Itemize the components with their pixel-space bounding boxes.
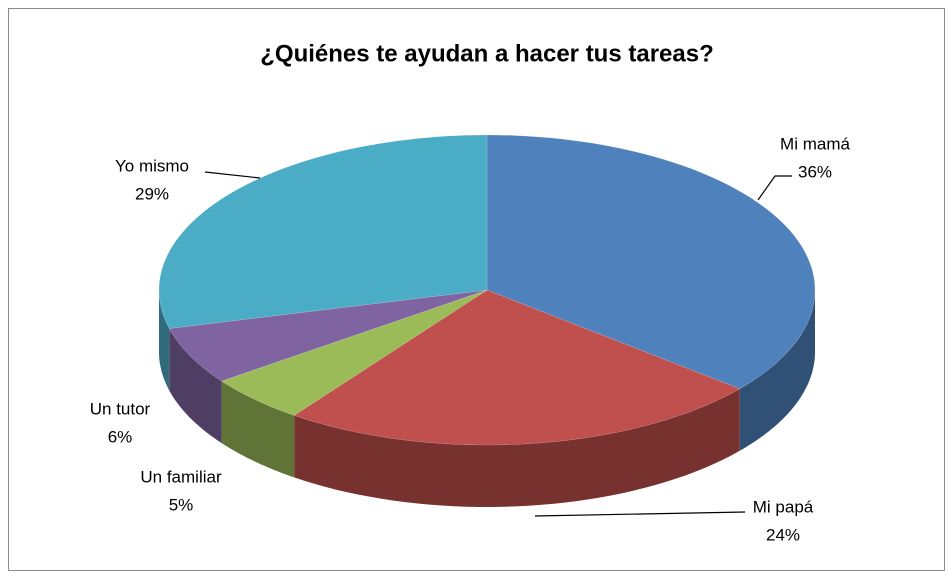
slice-side xyxy=(739,290,815,451)
data-label-value: 29% xyxy=(135,184,169,203)
leader-line xyxy=(757,175,792,201)
slice xyxy=(158,134,488,329)
data-label-name: Mi papá xyxy=(753,497,814,516)
data-label-name: Un familiar xyxy=(140,467,222,486)
data-label-name: Yo mismo xyxy=(115,156,189,175)
slice xyxy=(221,289,488,416)
slice-side xyxy=(159,290,170,391)
data-label-value: 24% xyxy=(766,525,800,544)
pie xyxy=(158,134,816,507)
slice xyxy=(168,289,488,382)
data-label-value: 6% xyxy=(108,427,133,446)
slice xyxy=(293,289,741,446)
slice-side xyxy=(294,388,740,507)
chart-title: ¿Quiénes te ayudan a hacer tus tareas? xyxy=(260,40,714,67)
slice xyxy=(486,134,816,390)
leader-line xyxy=(534,511,746,517)
slice-side xyxy=(221,381,295,478)
data-label-value: 36% xyxy=(798,162,832,181)
data-label-name: Mi mamá xyxy=(780,134,850,153)
leader-line xyxy=(204,171,261,179)
data-label-value: 5% xyxy=(169,495,194,514)
data-label-name: Un tutor xyxy=(90,399,151,418)
slice-side xyxy=(169,328,222,444)
